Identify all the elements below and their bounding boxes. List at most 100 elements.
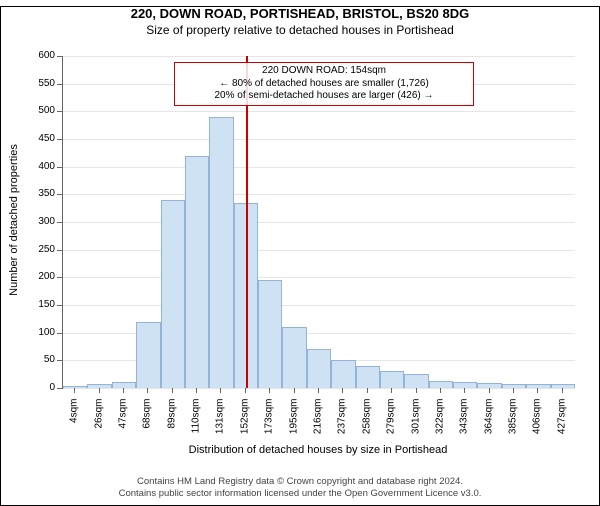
x-tick-mark [99,388,100,393]
x-tick-label: 406sqm [532,399,543,449]
y-tick-mark [57,139,62,140]
grid-line [63,250,575,251]
x-tick-mark [74,388,75,393]
x-tick-mark [294,388,295,393]
x-tick-label: 110sqm [191,399,202,449]
x-tick-label: 343sqm [459,399,470,449]
attribution-line-1: Contains HM Land Registry data © Crown c… [0,476,600,488]
y-tick-label: 450 [25,133,55,144]
x-tick-mark [147,388,148,393]
y-tick-mark [57,360,62,361]
y-tick-label: 500 [25,105,55,116]
grid-line [63,222,575,223]
y-tick-mark [57,167,62,168]
histogram-bar [87,384,111,388]
x-tick-mark [123,388,124,393]
y-tick-mark [57,277,62,278]
histogram-bar [356,366,380,388]
x-tick-mark [537,388,538,393]
y-tick-label: 300 [25,216,55,227]
x-tick-label: 427sqm [556,399,567,449]
x-tick-label: 195sqm [288,399,299,449]
y-tick-label: 350 [25,188,55,199]
y-tick-mark [57,333,62,334]
histogram-bar [112,382,136,388]
histogram-bar [63,386,87,388]
x-tick-label: 258sqm [361,399,372,449]
x-tick-label: 322sqm [434,399,445,449]
y-tick-label: 250 [25,244,55,255]
x-tick-mark [464,388,465,393]
x-tick-label: 301sqm [410,399,421,449]
histogram-bar [404,374,428,388]
y-tick-label: 0 [25,382,55,393]
attribution-line-2: Contains public sector information licen… [0,488,600,500]
histogram-bar [453,382,477,388]
x-tick-mark [196,388,197,393]
y-tick-label: 150 [25,299,55,310]
y-tick-mark [57,194,62,195]
histogram-bar [282,327,306,388]
y-tick-mark [57,222,62,223]
y-axis-label: Number of detached properties [8,54,20,386]
grid-line [63,388,575,389]
y-tick-mark [57,84,62,85]
y-tick-label: 100 [25,327,55,338]
histogram-bar [331,360,355,388]
histogram-bar [161,200,185,388]
x-tick-label: 237sqm [337,399,348,449]
x-tick-label: 4sqm [69,399,80,449]
chart-subtitle: Size of property relative to detached ho… [0,23,600,37]
histogram-bar [380,371,404,388]
x-tick-mark [269,388,270,393]
y-tick-label: 200 [25,271,55,282]
grid-line [63,305,575,306]
x-tick-label: 152sqm [239,399,250,449]
x-tick-label: 385sqm [508,399,519,449]
x-tick-label: 131sqm [215,399,226,449]
property-marker-line [246,56,248,388]
histogram-bar [526,384,550,388]
x-tick-mark [318,388,319,393]
chart-title: 220, DOWN ROAD, PORTISHEAD, BRISTOL, BS2… [0,6,600,21]
x-tick-mark [562,388,563,393]
y-tick-mark [57,305,62,306]
x-tick-mark [220,388,221,393]
histogram-bar [429,381,453,388]
x-tick-label: 173sqm [264,399,275,449]
grid-line [63,139,575,140]
annotation-line: ← 80% of detached houses are smaller (1,… [179,78,469,91]
annotation-line: 220 DOWN ROAD: 154sqm [179,65,469,78]
y-tick-label: 600 [25,50,55,61]
x-tick-label: 47sqm [117,399,128,449]
x-tick-mark [416,388,417,393]
chart-plot-area: 220 DOWN ROAD: 154sqm← 80% of detached h… [62,56,575,389]
histogram-bar [551,384,575,388]
attribution-text: Contains HM Land Registry data © Crown c… [0,476,600,500]
grid-line [63,194,575,195]
y-tick-label: 400 [25,161,55,172]
x-tick-mark [245,388,246,393]
y-tick-mark [57,111,62,112]
histogram-bar [307,349,331,388]
x-tick-label: 364sqm [483,399,494,449]
annotation-line: 20% of semi-detached houses are larger (… [179,90,469,103]
x-tick-label: 68sqm [142,399,153,449]
x-tick-mark [440,388,441,393]
x-tick-mark [172,388,173,393]
annotation-box: 220 DOWN ROAD: 154sqm← 80% of detached h… [174,62,474,106]
x-tick-label: 89sqm [166,399,177,449]
grid-line [63,111,575,112]
histogram-bar [136,322,160,388]
grid-line [63,56,575,57]
grid-line [63,277,575,278]
y-tick-label: 550 [25,78,55,89]
x-tick-mark [489,388,490,393]
grid-line [63,167,575,168]
x-tick-label: 279sqm [386,399,397,449]
x-tick-label: 216sqm [313,399,324,449]
histogram-bar [209,117,233,388]
x-tick-mark [391,388,392,393]
histogram-bar [185,156,209,388]
x-tick-mark [367,388,368,393]
